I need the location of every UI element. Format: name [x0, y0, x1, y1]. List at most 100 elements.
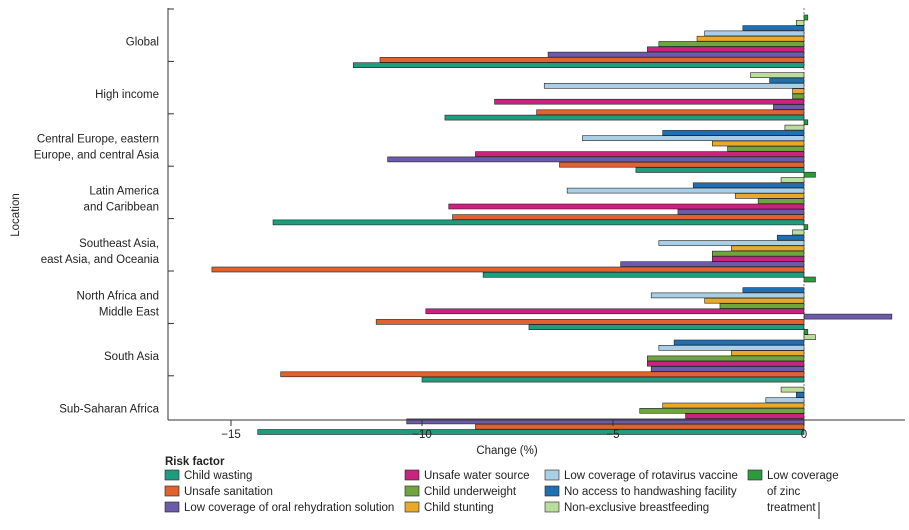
legend-swatch-low-coverage-of-zinc-treatment	[747, 469, 763, 481]
x-tick-label: −15	[221, 429, 241, 441]
bar-global-unsafe-water-source	[647, 46, 805, 53]
y-axis-title: Location	[10, 193, 22, 236]
category-label: Sub-Saharan Africa	[59, 403, 159, 415]
legend-label-non-exclusive-breastfeeding: Non-exclusive breastfeeding	[564, 502, 709, 514]
bar-latin-america-and-caribbean-low-coverage-of-zinc-treatment	[803, 171, 816, 178]
legend-label-no-access-to-handwashing-facility: No access to handwashing facility	[564, 486, 737, 498]
bar-latin-america-and-caribbean-low-coverage-of-rotavirus-vaccine	[566, 187, 805, 194]
bar-central-europe-eastern-europe-and-central-asia-low-coverage-of-rotavirus-vaccine	[582, 135, 805, 141]
bar-north-africa-and-middle-east-low-coverage-of-zinc-treatment	[803, 276, 816, 283]
bar-global-low-coverage-of-zinc-treatment	[803, 14, 809, 21]
legend-label-child-stunting: Child stunting	[424, 502, 494, 514]
bar-north-africa-and-middle-east-child-wasting	[528, 324, 805, 331]
bar-central-europe-eastern-europe-and-central-asia-unsafe-water-source	[475, 151, 805, 157]
bar-southeast-asia-east-asia-and-oceania-child-wasting	[482, 271, 805, 278]
bar-group	[211, 14, 893, 435]
bar-southeast-asia-east-asia-and-oceania-low-coverage-of-rotavirus-vaccine	[658, 240, 805, 246]
legend-swatch-unsafe-water-source	[404, 469, 420, 481]
bar-southeast-asia-east-asia-and-oceania-unsafe-water-source	[712, 256, 805, 262]
bar-sub-saharan-africa-child-underweight	[639, 407, 805, 414]
bar-latin-america-and-caribbean-child-underweight	[757, 198, 805, 204]
x-tick-label: 0	[801, 429, 807, 441]
bar-north-africa-and-middle-east-no-access-to-handwashing-facility	[742, 287, 805, 293]
bar-sub-saharan-africa-child-wasting	[257, 429, 805, 435]
category-label: and Caribbean	[84, 202, 159, 214]
bar-southeast-asia-east-asia-and-oceania-no-access-to-handwashing-facility	[776, 234, 805, 241]
bar-southeast-asia-east-asia-and-oceania-low-coverage-of-oral-rehydration-solution	[620, 261, 805, 268]
bar-global-child-stunting	[696, 35, 805, 42]
bar-central-europe-eastern-europe-and-central-asia-non-exclusive-breastfeeding	[784, 124, 805, 131]
bar-high-income-non-exclusive-breastfeeding	[750, 72, 805, 78]
legend-swatch-low-coverage-of-oral-rehydration-solution	[164, 501, 180, 513]
category-label: Global	[126, 37, 159, 49]
bar-latin-america-and-caribbean-unsafe-water-source	[448, 203, 805, 210]
legend-label-low-coverage-of-zinc-treatment: treatment	[767, 502, 816, 514]
bar-global-unsafe-sanitation	[379, 57, 805, 63]
bar-south-asia-child-stunting	[731, 350, 805, 356]
bar-south-asia-unsafe-sanitation	[280, 371, 805, 378]
bar-south-asia-low-coverage-of-oral-rehydration-solution	[650, 366, 805, 372]
bar-south-asia-child-underweight	[647, 355, 805, 362]
legend-swatch-no-access-to-handwashing-facility	[544, 485, 560, 497]
bar-sub-saharan-africa-no-access-to-handwashing-facility	[796, 392, 805, 398]
bar-high-income-child-stunting	[792, 88, 805, 94]
bar-sub-saharan-africa-unsafe-water-source	[685, 413, 805, 419]
bar-north-africa-and-middle-east-child-stunting	[704, 297, 805, 304]
bar-southeast-asia-east-asia-and-oceania-child-stunting	[731, 245, 805, 252]
category-label: Latin America	[89, 186, 159, 198]
bar-high-income-child-underweight	[792, 93, 805, 100]
bar-south-asia-no-access-to-handwashing-facility	[673, 339, 805, 346]
bar-sub-saharan-africa-unsafe-sanitation	[475, 423, 805, 430]
bar-high-income-low-coverage-of-oral-rehydration-solution	[773, 104, 805, 110]
legend-swatch-child-stunting	[404, 501, 420, 513]
bar-high-income-low-coverage-of-rotavirus-vaccine	[543, 83, 805, 89]
bar-central-europe-eastern-europe-and-central-asia-child-underweight	[727, 146, 805, 152]
legend-label-child-wasting: Child wasting	[184, 470, 252, 482]
category-label: Southeast Asia,	[79, 238, 159, 250]
legend-title: Risk factor	[165, 456, 225, 468]
bar-north-africa-and-middle-east-low-coverage-of-rotavirus-vaccine	[650, 292, 805, 299]
legend: Risk factor Child wasting Unsafe sanitatio…	[164, 456, 839, 519]
bar-latin-america-and-caribbean-child-stunting	[734, 193, 805, 199]
bar-south-asia-child-wasting	[421, 376, 805, 383]
bar-southeast-asia-east-asia-and-oceania-low-coverage-of-zinc-treatment	[803, 224, 809, 230]
bar-central-europe-eastern-europe-and-central-asia-no-access-to-handwashing-facility	[662, 130, 805, 136]
legend-swatch-child-wasting	[164, 469, 180, 481]
bar-north-africa-and-middle-east-low-coverage-of-oral-rehydration-solution	[803, 313, 893, 320]
legend-label-low-coverage-of-zinc-treatment: of zinc	[767, 486, 800, 498]
bar-central-europe-eastern-europe-and-central-asia-low-coverage-of-zinc-treatment	[803, 119, 809, 126]
category-label: South Asia	[104, 351, 160, 363]
bar-high-income-no-access-to-handwashing-facility	[769, 77, 805, 84]
bar-sub-saharan-africa-low-coverage-of-rotavirus-vaccine	[765, 397, 805, 404]
category-label: Europe, and central Asia	[34, 149, 160, 161]
bar-latin-america-and-caribbean-non-exclusive-breastfeeding	[780, 177, 805, 183]
bar-central-europe-eastern-europe-and-central-asia-unsafe-sanitation	[559, 161, 805, 168]
bar-south-asia-non-exclusive-breastfeeding	[803, 334, 816, 341]
bar-southeast-asia-east-asia-and-oceania-unsafe-sanitation	[211, 266, 805, 273]
x-tick-label: −5	[606, 429, 619, 441]
bar-southeast-asia-east-asia-and-oceania-non-exclusive-breastfeeding	[792, 229, 805, 236]
category-label: east Asia, and Oceania	[41, 254, 160, 266]
x-axis-title: Change (%)	[476, 445, 538, 457]
axes: Global High income Central Europe, eastern…	[10, 8, 905, 457]
legend-swatch-child-underweight	[404, 485, 420, 497]
legend-label-unsafe-water-source: Unsafe water source	[424, 470, 529, 482]
category-label: North Africa and	[77, 291, 159, 303]
legend-label-unsafe-sanitation: Unsafe sanitation	[184, 486, 273, 498]
bar-southeast-asia-east-asia-and-oceania-child-underweight	[712, 250, 805, 257]
legend-swatch-low-coverage-of-rotavirus-vaccine	[544, 469, 560, 481]
legend-swatch-unsafe-sanitation	[164, 485, 180, 497]
category-label: High income	[95, 89, 159, 101]
bar-south-asia-low-coverage-of-rotavirus-vaccine	[658, 344, 805, 351]
legend-label-child-underweight: Child underweight	[424, 486, 517, 498]
bar-sub-saharan-africa-non-exclusive-breastfeeding	[780, 386, 805, 393]
bar-global-non-exclusive-breastfeeding	[796, 19, 805, 26]
bar-latin-america-and-caribbean-low-coverage-of-oral-rehydration-solution	[677, 209, 805, 215]
bar-high-income-child-wasting	[444, 114, 805, 121]
bar-latin-america-and-caribbean-unsafe-sanitation	[452, 214, 805, 220]
bar-sub-saharan-africa-child-stunting	[662, 402, 805, 409]
bar-global-low-coverage-of-oral-rehydration-solution	[547, 51, 805, 58]
bar-central-europe-eastern-europe-and-central-asia-low-coverage-of-oral-rehydration-solution	[387, 156, 805, 163]
